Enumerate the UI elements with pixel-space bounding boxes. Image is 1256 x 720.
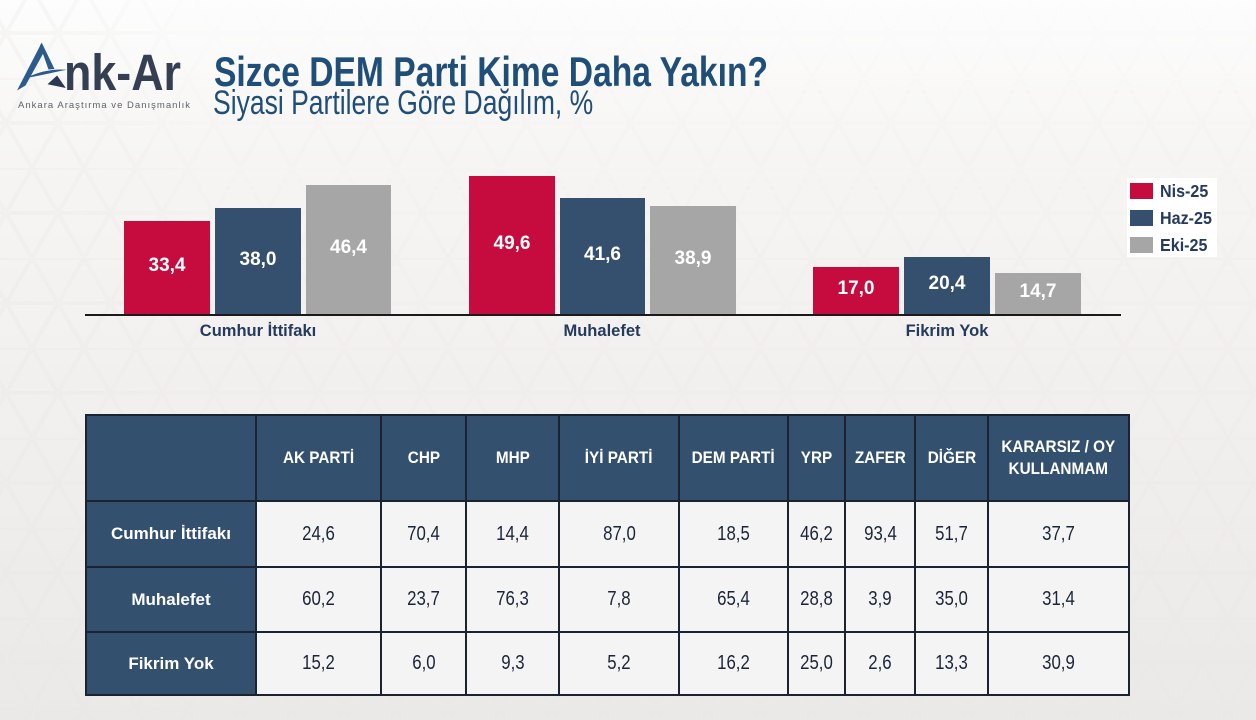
svg-text:Ankara Araştırma ve Danışmanlı: Ankara Araştırma ve Danışmanlık — [18, 100, 190, 111]
svg-text:nk-Ar: nk-Ar — [64, 44, 181, 101]
